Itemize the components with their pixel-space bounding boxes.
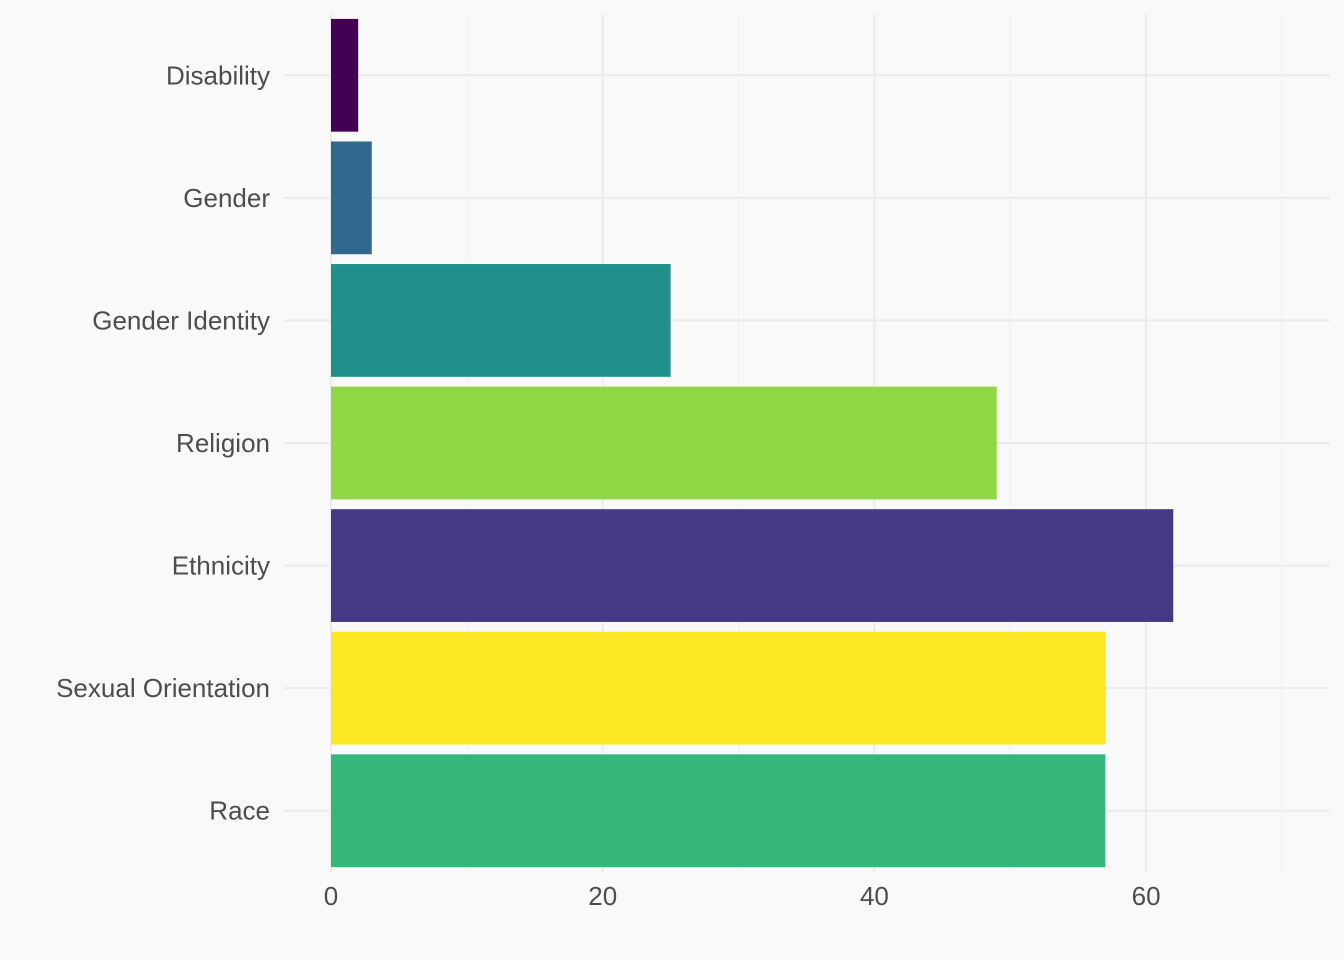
bars	[331, 18, 1174, 868]
x-tick-label: 0	[324, 881, 338, 911]
category-label: Race	[209, 796, 270, 826]
bar	[331, 509, 1174, 622]
category-label: Sexual Orientation	[56, 673, 270, 703]
x-tick-label: 20	[588, 881, 617, 911]
category-label: Gender	[183, 183, 270, 213]
category-label: Gender Identity	[92, 305, 270, 335]
bar	[331, 18, 359, 132]
x-tick-label: 40	[860, 881, 889, 911]
bar	[331, 386, 997, 500]
category-axis-labels: Disability Gender Gender Identity Religion E…	[56, 60, 270, 825]
bar	[331, 754, 1106, 868]
bar	[331, 631, 1106, 745]
bar	[331, 141, 372, 255]
category-label: Religion	[176, 428, 270, 458]
bar	[331, 264, 671, 377]
category-label: Disability	[166, 60, 270, 90]
value-axis-ticks: 0 20 40 60	[324, 881, 1161, 911]
x-tick-label: 60	[1132, 881, 1161, 911]
category-label: Ethnicity	[172, 551, 270, 581]
